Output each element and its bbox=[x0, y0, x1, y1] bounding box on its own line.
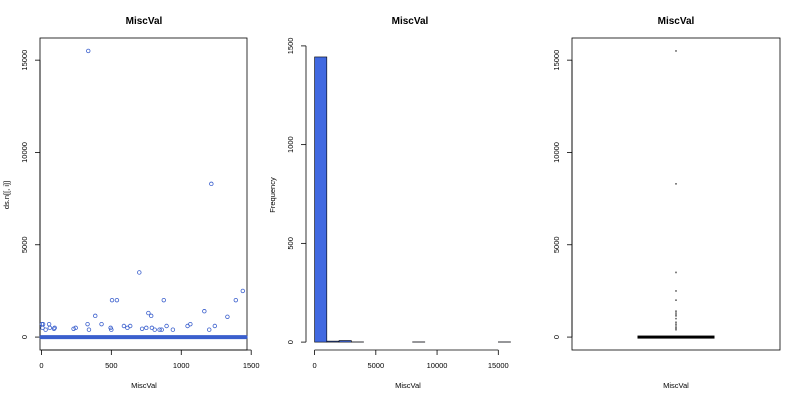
histogram-x-axis: 0 5000 10000 15000 bbox=[312, 350, 508, 370]
data-point bbox=[165, 324, 169, 328]
scatter-points bbox=[40, 49, 245, 337]
data-point bbox=[110, 298, 114, 302]
y-tick-label: 10000 bbox=[20, 142, 29, 163]
x-tick-label: 1000 bbox=[173, 361, 190, 370]
data-point bbox=[128, 324, 132, 328]
boxplot-plot-box bbox=[572, 38, 780, 350]
data-point bbox=[207, 328, 211, 332]
data-point bbox=[48, 326, 52, 330]
x-tick-label: 1500 bbox=[243, 361, 260, 370]
x-tick-label: 15000 bbox=[488, 361, 509, 370]
boxplot-panel: MiscVal 0 5000 10000 15000 MiscVal bbox=[552, 16, 780, 390]
histogram-x-label: MiscVal bbox=[395, 381, 421, 390]
y-tick-label: 0 bbox=[286, 340, 295, 344]
data-point bbox=[144, 326, 148, 330]
data-point bbox=[140, 327, 144, 331]
data-point bbox=[149, 314, 153, 318]
data-point bbox=[138, 271, 142, 275]
scatter-x-label: MiscVal bbox=[131, 381, 157, 390]
scatter-panel: MiscVal 0 500 1000 1500 0 5000 10000 15000 Mis… bbox=[2, 16, 260, 390]
histogram-bars bbox=[315, 57, 511, 342]
data-point bbox=[241, 289, 245, 293]
y-tick-label: 0 bbox=[20, 335, 29, 339]
y-tick-label: 0 bbox=[552, 335, 561, 339]
boxplot-x-label: MiscVal bbox=[663, 381, 689, 390]
data-point bbox=[203, 309, 207, 313]
y-tick-label: 1500 bbox=[286, 38, 295, 55]
histogram-y-label: Frequency bbox=[268, 177, 277, 213]
y-tick-label: 15000 bbox=[552, 50, 561, 71]
data-point bbox=[86, 49, 90, 53]
data-point bbox=[87, 328, 91, 332]
x-tick-label: 10000 bbox=[427, 361, 448, 370]
data-point bbox=[162, 298, 166, 302]
data-point bbox=[115, 298, 119, 302]
y-tick-label: 5000 bbox=[552, 236, 561, 253]
y-tick-label: 15000 bbox=[20, 50, 29, 71]
data-point bbox=[122, 324, 126, 328]
scatter-title: MiscVal bbox=[126, 16, 163, 27]
data-point bbox=[213, 324, 217, 328]
data-point bbox=[86, 322, 90, 326]
x-tick-label: 500 bbox=[105, 361, 118, 370]
scatter-y-label: ds.n[[, i]] bbox=[2, 181, 11, 209]
x-tick-label: 5000 bbox=[367, 361, 384, 370]
y-tick-label: 1000 bbox=[286, 136, 295, 153]
histogram-title: MiscVal bbox=[392, 16, 429, 27]
histogram-bar bbox=[327, 341, 339, 342]
data-point bbox=[210, 182, 214, 186]
data-point bbox=[100, 322, 104, 326]
y-tick-label: 5000 bbox=[20, 236, 29, 253]
data-point bbox=[93, 314, 97, 318]
scatter-plot-box bbox=[40, 38, 247, 350]
histogram-panel: MiscVal 0 5000 10000 15000 0 500 1000 1500 Mis… bbox=[268, 16, 511, 390]
y-tick-label: 10000 bbox=[552, 142, 561, 163]
data-point bbox=[153, 328, 157, 332]
histogram-bar bbox=[315, 57, 327, 342]
scatter-y-axis: 0 5000 10000 15000 bbox=[20, 50, 40, 339]
x-tick-label: 0 bbox=[39, 361, 43, 370]
histogram-bar bbox=[339, 341, 351, 343]
data-point bbox=[44, 328, 48, 332]
boxplot-title: MiscVal bbox=[658, 16, 695, 27]
data-point bbox=[171, 328, 175, 332]
scatter-x-axis: 0 500 1000 1500 bbox=[39, 350, 259, 370]
boxplot-y-axis: 0 5000 10000 15000 bbox=[552, 50, 572, 339]
boxplot-box bbox=[638, 336, 714, 338]
data-point bbox=[234, 298, 238, 302]
data-point bbox=[189, 322, 193, 326]
data-point bbox=[226, 315, 230, 319]
histogram-y-axis: 0 500 1000 1500 bbox=[286, 38, 306, 345]
x-tick-label: 0 bbox=[312, 361, 316, 370]
y-tick-label: 500 bbox=[286, 237, 295, 250]
data-point bbox=[47, 322, 51, 326]
